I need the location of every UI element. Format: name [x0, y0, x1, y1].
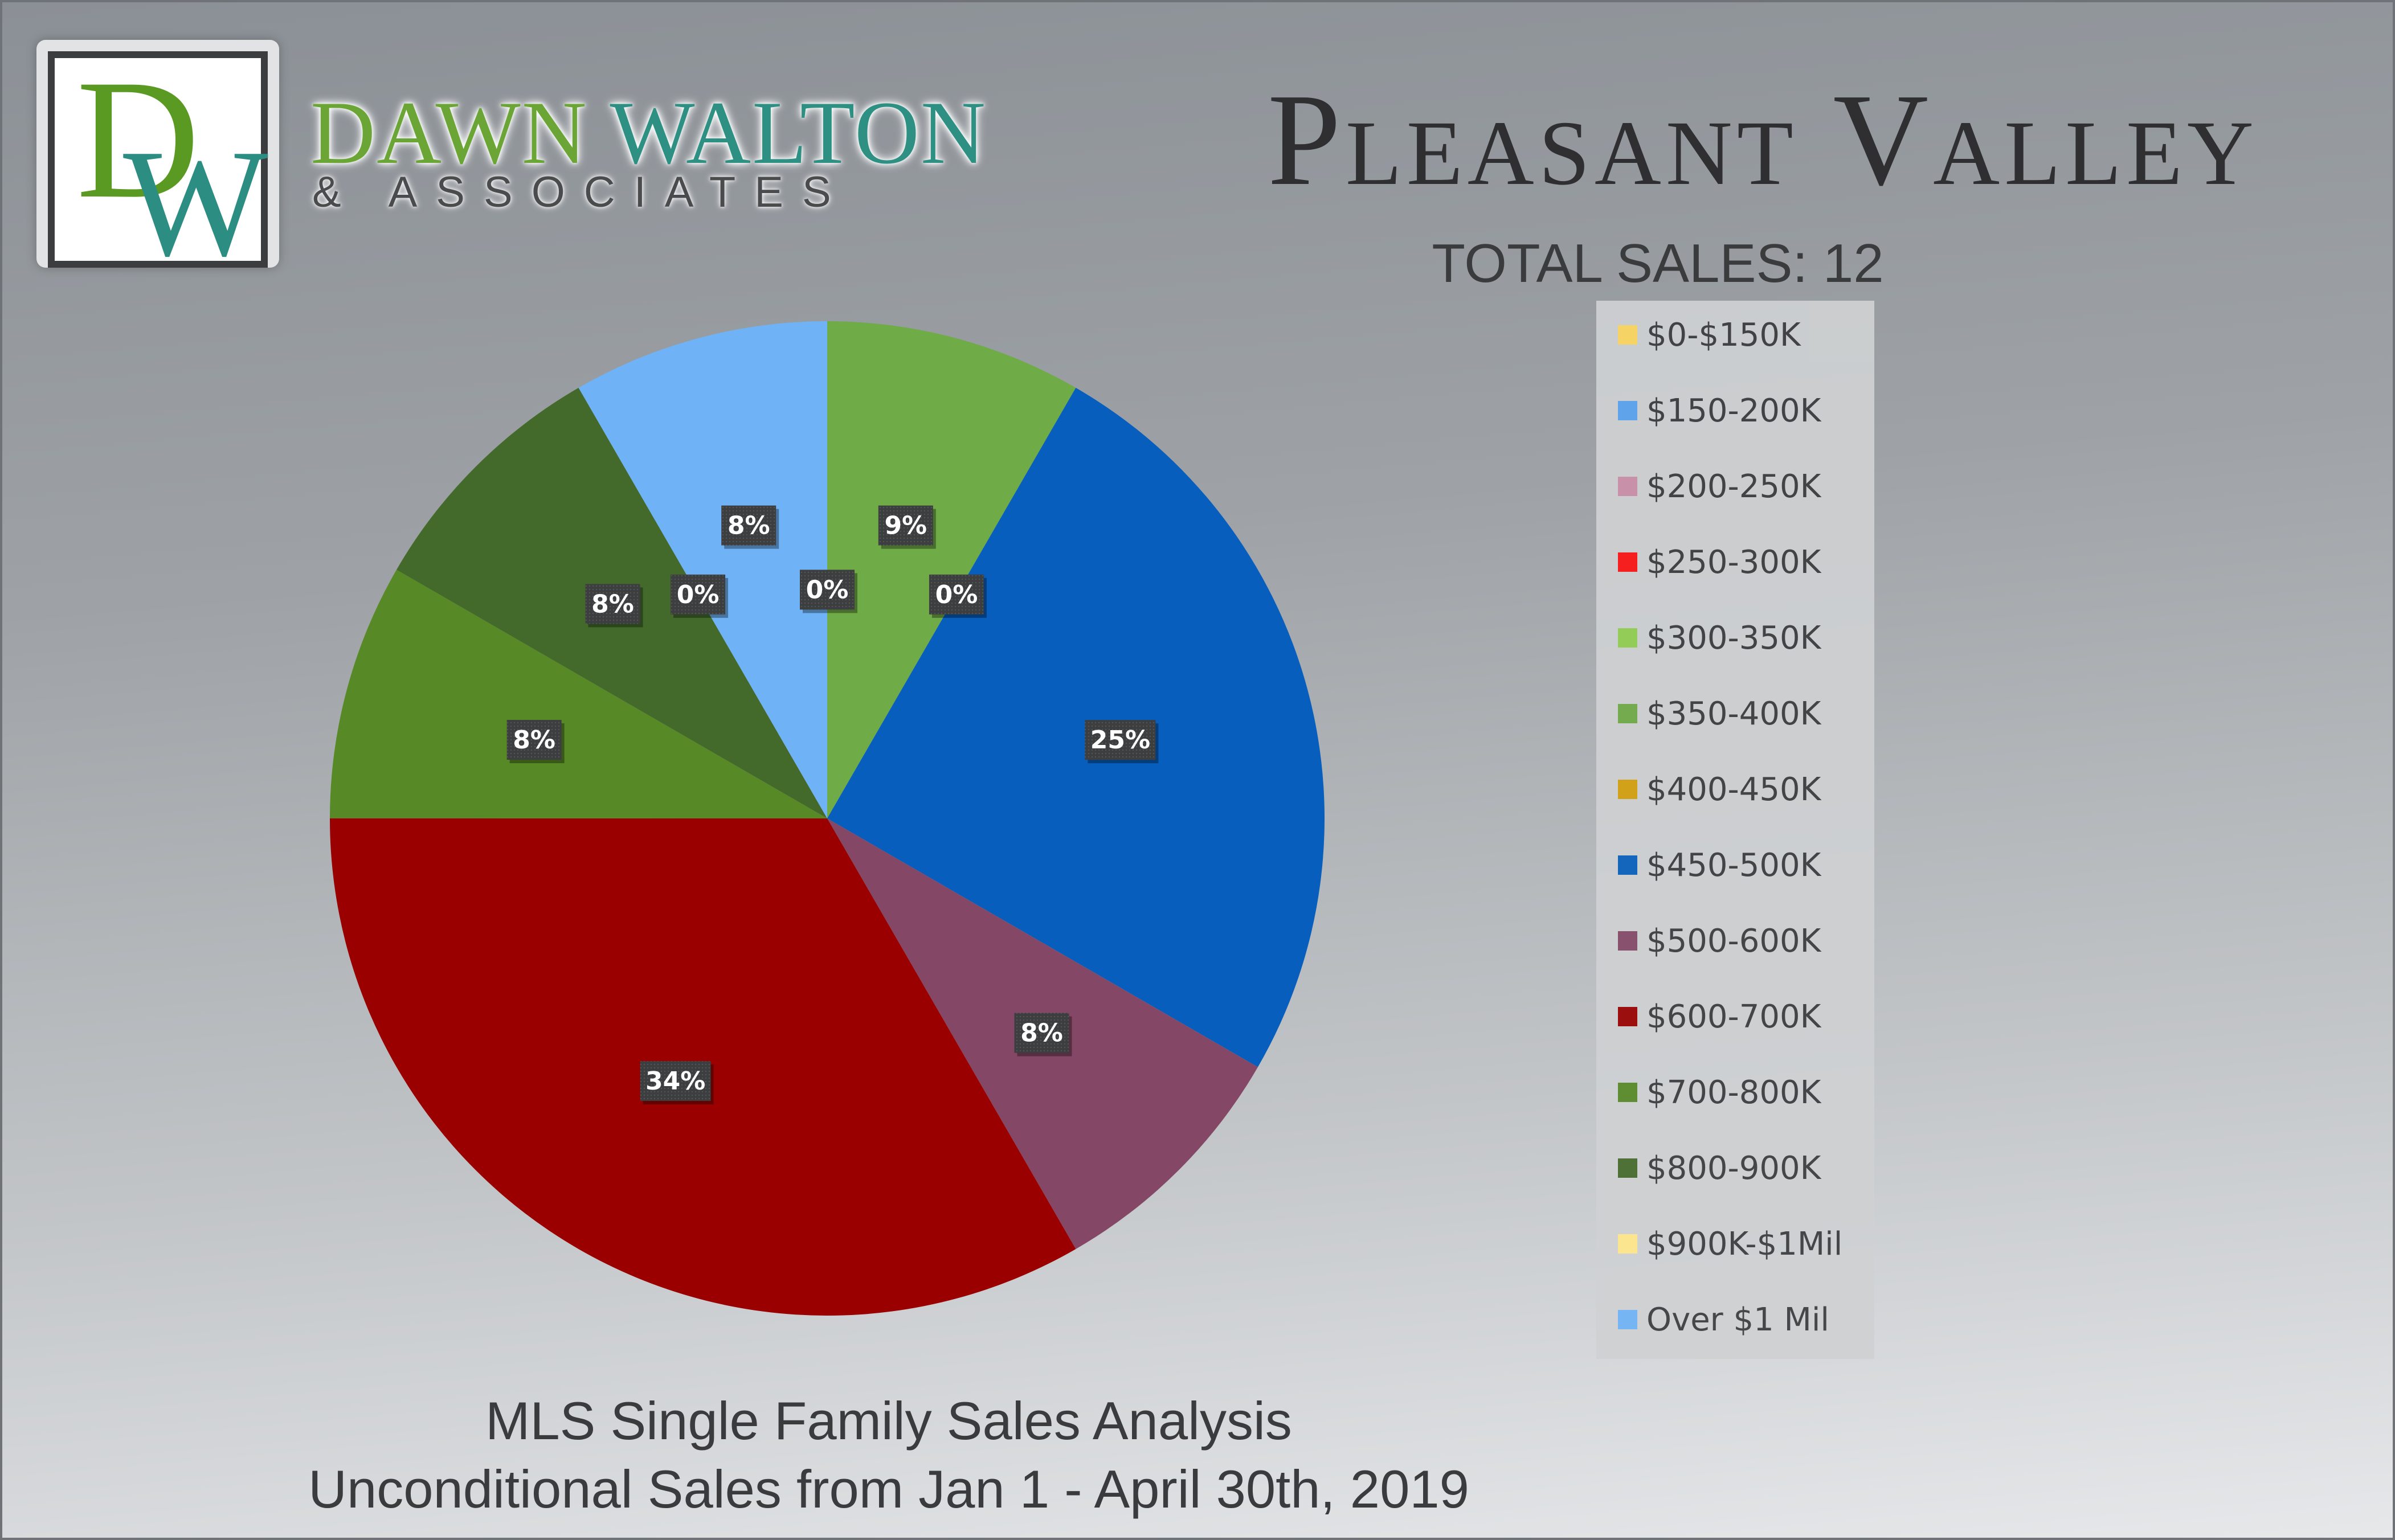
logo-frame: D W — [48, 44, 268, 280]
legend-item-350-400k: $350-400K — [1618, 691, 1821, 736]
svg-text:8%: 8% — [728, 511, 770, 540]
legend-item-250-300k: $250-300K — [1618, 539, 1821, 585]
svg-text:25%: 25% — [1090, 726, 1150, 755]
legend-label: $450-500K — [1646, 846, 1821, 884]
legend-swatch — [1618, 931, 1637, 951]
svg-text:0%: 0% — [935, 580, 978, 609]
chart-legend: $0-$150K $150-200K $200-250K $250-300K $300-… — [1596, 301, 1874, 1359]
legend-label: $600-700K — [1646, 998, 1821, 1035]
legend-swatch — [1618, 1158, 1637, 1178]
brand-name: DAWN WALTON — [310, 88, 987, 178]
svg-text:0%: 0% — [806, 575, 849, 604]
legend-swatch — [1618, 1234, 1637, 1254]
data-label-over-1-mil: 8% — [721, 505, 779, 549]
legend-swatch — [1618, 401, 1637, 420]
legend-label: $0-$150K — [1646, 316, 1801, 354]
legend-swatch — [1618, 1310, 1637, 1329]
svg-text:8%: 8% — [591, 589, 634, 619]
legend-item-500-600k: $500-600K — [1618, 918, 1821, 964]
legend-label: $500-600K — [1646, 922, 1821, 960]
legend-item-300-350k: $300-350K — [1618, 615, 1821, 661]
logo-badge: D W — [36, 40, 279, 280]
pie-slice-350-400k — [827, 321, 1076, 818]
pie-slice-450-500k — [827, 387, 1325, 1067]
legend-label: $900K-$1Mil — [1646, 1225, 1843, 1263]
legend-swatch — [1618, 477, 1637, 496]
legend-item-400-450k: $400-450K — [1618, 767, 1821, 812]
logo-monogram-d: D — [76, 44, 200, 234]
data-label-400-450k: 0% — [929, 574, 987, 618]
legend-item-150-200k: $150-200K — [1618, 388, 1821, 433]
data-label-450-500k: 25% — [1085, 720, 1159, 764]
pie-slice-over-1-mil — [578, 321, 827, 818]
data-label-700-800k: 8% — [506, 720, 565, 764]
data-label-800-900k: 8% — [585, 584, 643, 628]
data-label-900k-1mil: 0% — [671, 574, 729, 618]
page-title: Pleasant Valley — [1267, 67, 2258, 213]
legend-swatch — [1618, 704, 1637, 723]
legend-label: $700-800K — [1646, 1074, 1821, 1111]
legend-label: $800-900K — [1646, 1149, 1821, 1187]
legend-swatch — [1618, 628, 1637, 648]
data-label-top-zero: 0% — [800, 570, 857, 613]
legend-label: $350-400K — [1646, 695, 1821, 732]
legend-item-800-900k: $800-900K — [1618, 1145, 1821, 1191]
data-label-500-600k: 8% — [1014, 1013, 1072, 1056]
legend-item-700-800k: $700-800K — [1618, 1070, 1821, 1115]
legend-swatch — [1618, 325, 1637, 345]
legend-item-over-1-mil: Over $1 Mil — [1618, 1297, 1829, 1342]
svg-text:8%: 8% — [1020, 1019, 1063, 1048]
legend-label: $300-350K — [1646, 619, 1821, 657]
legend-label: $150-200K — [1646, 392, 1821, 429]
footer-subtitle: MLS Single Family Sales Analysis — [485, 1391, 1292, 1451]
brand-subtitle: & ASSOCIATES — [312, 168, 850, 216]
logo-monogram-w: W — [123, 118, 268, 288]
svg-text:8%: 8% — [513, 726, 555, 755]
legend-label: $200-250K — [1646, 468, 1821, 505]
legend-item-600-700k: $600-700K — [1618, 994, 1821, 1039]
svg-text:9%: 9% — [884, 511, 927, 540]
legend-item-450-500k: $450-500K — [1618, 842, 1821, 888]
pie-data-labels: 9% 0% 25% 8% 34% 8% 8% 0% 8% 0% — [506, 505, 1159, 1105]
legend-label: $400-450K — [1646, 771, 1821, 808]
brand-last-name: WALTON — [610, 83, 987, 183]
brand-first-name: DAWN — [310, 83, 588, 183]
pie-slice-700-800k — [330, 570, 827, 818]
legend-swatch — [1618, 1007, 1637, 1026]
legend-swatch — [1618, 855, 1637, 875]
pie-slices — [330, 321, 1325, 1316]
total-sales: TOTAL SALES: 12 — [1432, 233, 1884, 294]
legend-item-900k-1mil: $900K-$1Mil — [1618, 1221, 1842, 1267]
svg-text:0%: 0% — [677, 580, 720, 609]
legend-swatch — [1618, 780, 1637, 799]
legend-swatch — [1618, 1083, 1637, 1102]
legend-label: $250-300K — [1646, 543, 1821, 581]
legend-label: Over $1 Mil — [1646, 1301, 1829, 1338]
svg-text:34%: 34% — [645, 1067, 705, 1096]
legend-item-0-150k: $0-$150K — [1618, 312, 1801, 358]
footer-date-range: Unconditional Sales from Jan 1 - April 3… — [308, 1459, 1469, 1519]
legend-item-200-250k: $200-250K — [1618, 464, 1821, 509]
data-label-600-700k: 34% — [640, 1061, 714, 1105]
data-label-350-400k: 9% — [878, 505, 936, 549]
legend-swatch — [1618, 552, 1637, 572]
